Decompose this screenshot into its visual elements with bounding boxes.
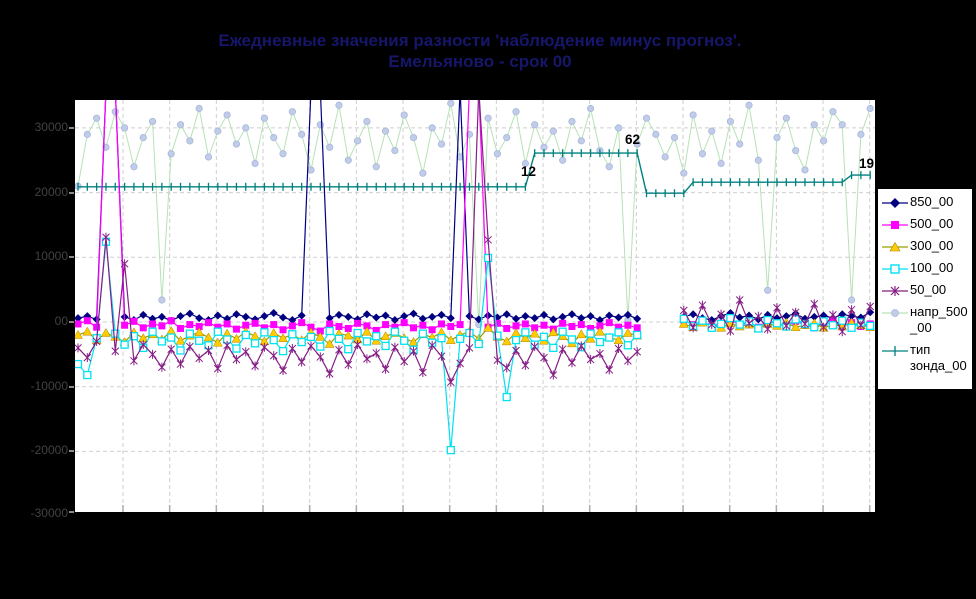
legend-label: 50_00 xyxy=(910,282,947,297)
y-axis-tick xyxy=(69,127,74,129)
legend-label: _00 xyxy=(910,320,932,335)
legend-marker-300-icon xyxy=(882,241,908,252)
legend-marker-100-icon xyxy=(882,264,908,274)
legend-item-napr-500-00[interactable]: напр_500 _00 xyxy=(880,304,970,336)
data-label-62: 62 xyxy=(625,132,640,147)
chart-title: Ежедневные значения разности 'наблюдение… xyxy=(0,30,960,72)
y-axis-tick xyxy=(69,386,74,388)
legend-label: зонда_00 xyxy=(910,358,967,373)
y-axis-label: -30000 xyxy=(30,506,68,520)
chart-title-line1: Ежедневные значения разности 'наблюдение… xyxy=(218,31,742,50)
legend-item-tip-zonda-00[interactable]: тип зонда_00 xyxy=(880,342,970,374)
data-label-12: 12 xyxy=(521,164,536,179)
data-label-19: 19 xyxy=(859,156,874,171)
y-axis-tick xyxy=(69,192,74,194)
plot-svg: 12 62 19 xyxy=(75,100,875,512)
legend-item-100-00[interactable]: 100_00 xyxy=(880,260,970,276)
chart-title-line2: Емельяново - срок 00 xyxy=(388,52,572,71)
legend-item-300-00[interactable]: 300_00 xyxy=(880,238,970,254)
plot-area[interactable]: 12 62 19 xyxy=(75,100,875,512)
legend-item-850-00[interactable]: 850_00 xyxy=(880,194,970,210)
y-axis-label: -10000 xyxy=(30,379,68,393)
legend-marker-tip-icon xyxy=(882,346,908,356)
gridlines xyxy=(75,100,875,512)
y-axis-tick xyxy=(69,450,74,452)
series-50_00 xyxy=(75,100,875,387)
legend[interactable]: 850_00 500_00 300_00 100_00 xyxy=(877,188,973,390)
series-напр_500_00 xyxy=(75,100,874,329)
legend-label: 500_00 xyxy=(910,216,954,231)
legend-marker-50-icon xyxy=(882,286,908,296)
series-100_00 xyxy=(75,237,875,455)
legend-label: 300_00 xyxy=(910,238,954,253)
series-тип зонда_00 xyxy=(77,149,871,198)
y-axis-label: -20000 xyxy=(30,443,68,457)
legend-label: 850_00 xyxy=(910,194,954,209)
legend-item-500-00[interactable]: 500_00 xyxy=(880,216,970,232)
legend-label: тип xyxy=(910,342,931,357)
y-axis-tick xyxy=(69,256,74,258)
y-axis-label: 30000 xyxy=(34,120,68,134)
legend-marker-500-icon xyxy=(882,221,908,229)
y-axis-label: 10000 xyxy=(34,249,68,263)
legend-label: 100_00 xyxy=(910,260,954,275)
y-axis-tick xyxy=(69,321,74,323)
y-axis-tick xyxy=(69,511,74,513)
legend-label: напр_500 xyxy=(910,304,968,319)
y-axis-label: 20000 xyxy=(34,185,68,199)
legend-item-50-00[interactable]: 50_00 xyxy=(880,282,970,298)
legend-marker-napr-icon xyxy=(882,309,908,317)
y-axis-label: 00 xyxy=(54,314,68,328)
legend-marker-850-icon xyxy=(882,198,908,208)
series-layer xyxy=(75,100,875,455)
